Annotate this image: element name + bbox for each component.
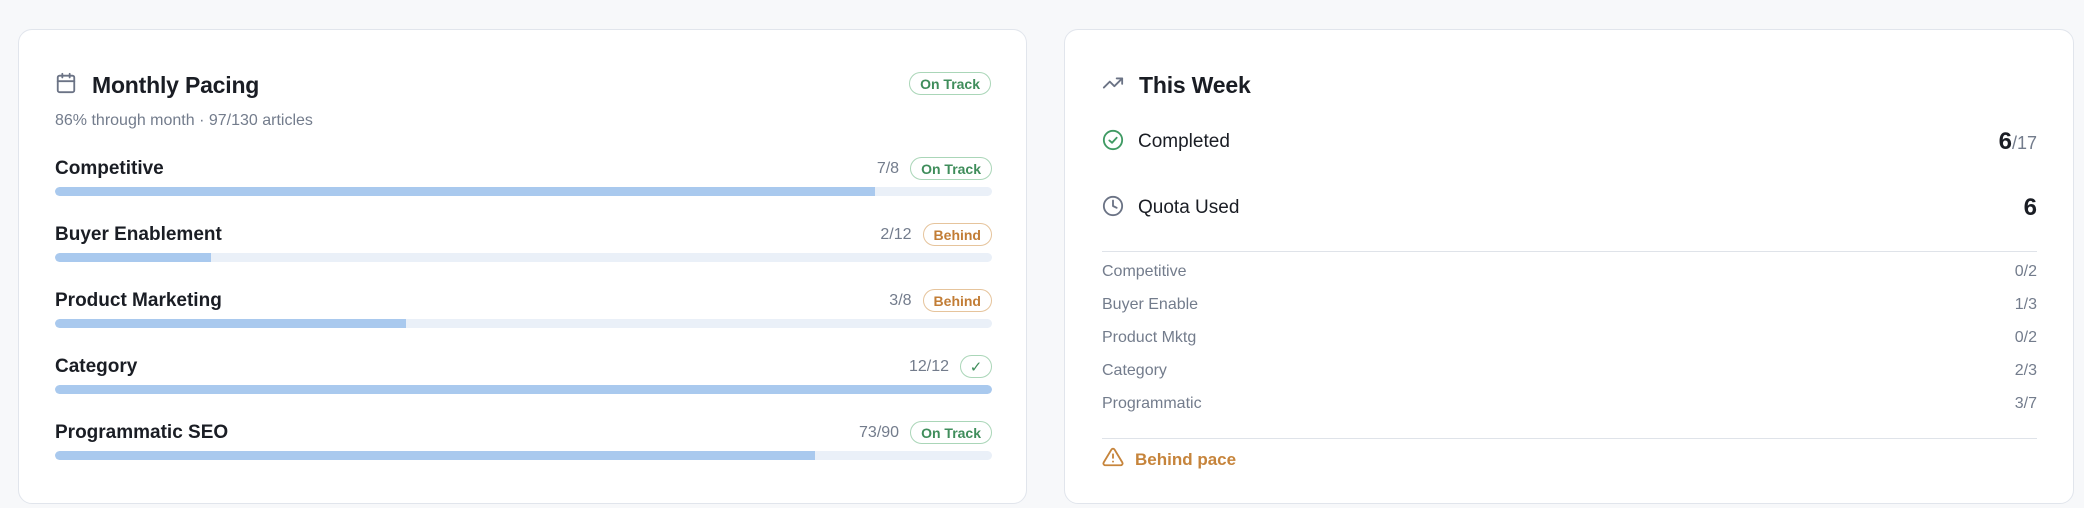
row-label: Category bbox=[55, 356, 138, 377]
status-badge: On Track bbox=[909, 72, 991, 95]
progress-fill bbox=[55, 319, 407, 328]
calendar-icon bbox=[55, 72, 77, 99]
row-count: 7/8 bbox=[876, 159, 900, 177]
row-label: Programmatic SEO bbox=[55, 422, 229, 443]
clock-icon bbox=[1102, 195, 1124, 222]
row-label: Product Marketing bbox=[55, 290, 222, 311]
pacing-row-programmatic-seo: Programmatic SEO 73/90 On Track bbox=[55, 420, 992, 476]
week-row-value: 2/3 bbox=[2014, 362, 2037, 379]
week-row-value: 0/2 bbox=[2014, 329, 2037, 346]
week-row-value: 0/2 bbox=[2014, 263, 2037, 280]
status-badge: Behind bbox=[922, 223, 992, 246]
completed-label: Completed bbox=[1138, 131, 1230, 152]
progress-fill bbox=[55, 187, 875, 196]
week-row-category: Category 2/3 bbox=[1102, 358, 2037, 384]
pacing-row-category: Category 12/12 ✓ bbox=[55, 354, 992, 410]
completed-value: 6 bbox=[1998, 128, 2012, 155]
quota-label: Quota Used bbox=[1138, 197, 1240, 218]
week-row-label: Product Mktg bbox=[1102, 329, 1197, 346]
progress-bar bbox=[55, 187, 992, 196]
pacing-row-product-marketing: Product Marketing 3/8 Behind bbox=[55, 288, 992, 344]
week-row-label: Programmatic bbox=[1102, 395, 1202, 412]
this-week-header: This Week bbox=[1102, 72, 1251, 98]
warning-triangle-icon bbox=[1102, 446, 1135, 473]
monthly-pacing-title: Monthly Pacing bbox=[92, 71, 260, 98]
check-badge: ✓ bbox=[960, 355, 992, 378]
divider bbox=[1102, 438, 2037, 439]
completed-stat: Completed 6/17 bbox=[1102, 127, 2037, 157]
progress-fill bbox=[55, 451, 815, 460]
week-row-label: Competitive bbox=[1102, 263, 1187, 280]
week-row-programmatic: Programmatic 3/7 bbox=[1102, 391, 2037, 417]
status-badge: Behind bbox=[922, 289, 992, 312]
progress-bar bbox=[55, 451, 992, 460]
behind-pace-warning: Behind pace bbox=[1102, 446, 1236, 473]
pacing-row-competitive: Competitive 7/8 On Track bbox=[55, 156, 992, 212]
this-week-title: This Week bbox=[1139, 71, 1251, 98]
week-row-label: Category bbox=[1102, 362, 1167, 379]
week-row-buyer-enable: Buyer Enable 1/3 bbox=[1102, 292, 2037, 318]
week-row-value: 1/3 bbox=[2014, 296, 2037, 313]
this-week-card: This Week Completed 6/17 Quota Used 6 Co… bbox=[1064, 29, 2074, 504]
pacing-row-buyer-enablement: Buyer Enablement 2/12 Behind bbox=[55, 222, 992, 278]
pacing-subtitle: 86% through month · 97/130 articles bbox=[55, 112, 313, 129]
row-label: Buyer Enablement bbox=[55, 224, 222, 245]
row-count: 3/8 bbox=[889, 291, 912, 309]
week-row-competitive: Competitive 0/2 bbox=[1102, 259, 2037, 285]
completed-total: /17 bbox=[2011, 133, 2037, 153]
week-row-product-mktg: Product Mktg 0/2 bbox=[1102, 325, 2037, 351]
progress-fill bbox=[55, 385, 992, 394]
week-row-label: Buyer Enable bbox=[1102, 296, 1199, 313]
row-count: 73/90 bbox=[859, 423, 900, 441]
status-badge: On Track bbox=[910, 157, 992, 180]
quota-stat: Quota Used 6 bbox=[1102, 193, 2037, 223]
check-circle-icon bbox=[1102, 129, 1124, 156]
quota-value: 6 bbox=[2023, 194, 2037, 221]
row-count: 2/12 bbox=[880, 225, 912, 243]
progress-fill bbox=[55, 253, 212, 262]
progress-bar bbox=[55, 385, 992, 394]
warning-text: Behind pace bbox=[1135, 449, 1237, 469]
trending-up-icon bbox=[1102, 72, 1124, 99]
monthly-pacing-header: Monthly Pacing bbox=[55, 72, 259, 98]
status-badge: On Track bbox=[910, 421, 992, 444]
week-row-value: 3/7 bbox=[2014, 395, 2037, 412]
row-count: 12/12 bbox=[908, 357, 949, 375]
row-label: Competitive bbox=[55, 158, 164, 179]
progress-bar bbox=[55, 319, 992, 328]
progress-bar bbox=[55, 253, 992, 262]
monthly-pacing-card: Monthly Pacing On Track 86% through mont… bbox=[18, 29, 1027, 504]
divider bbox=[1102, 251, 2037, 252]
